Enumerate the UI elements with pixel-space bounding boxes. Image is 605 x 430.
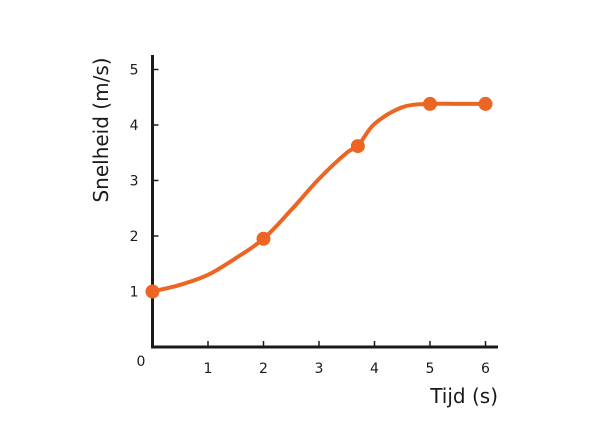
axes [151,55,498,349]
x-tick-label: 3 [315,361,324,377]
y-tick-label: 2 [130,229,139,245]
x-tick-label: 2 [259,361,268,377]
data-point [145,284,160,299]
x-axis-title: Tijd (s) [429,384,498,408]
y-tick-label: 4 [130,118,139,134]
y-axis-title: Snelheid (m/s) [89,57,113,202]
x-tick-label: 6 [481,361,490,377]
data-point [478,96,493,111]
series-line [150,101,488,294]
data-point [350,139,365,154]
y-tick-label: 5 [130,63,139,79]
data-point [423,96,437,111]
x-tick-label: 5 [426,361,435,377]
tick-labels: 1 2 3 4 5 6 1 2 3 4 5 [130,63,490,378]
origin-label: 0 [137,354,146,370]
data-point [256,231,271,246]
y-tick-label: 3 [130,174,139,190]
y-tick-label: 1 [130,285,139,301]
x-tick-label: 1 [204,361,213,377]
data-points [145,96,493,299]
x-tick-label: 4 [370,361,379,377]
ticks [152,68,487,347]
